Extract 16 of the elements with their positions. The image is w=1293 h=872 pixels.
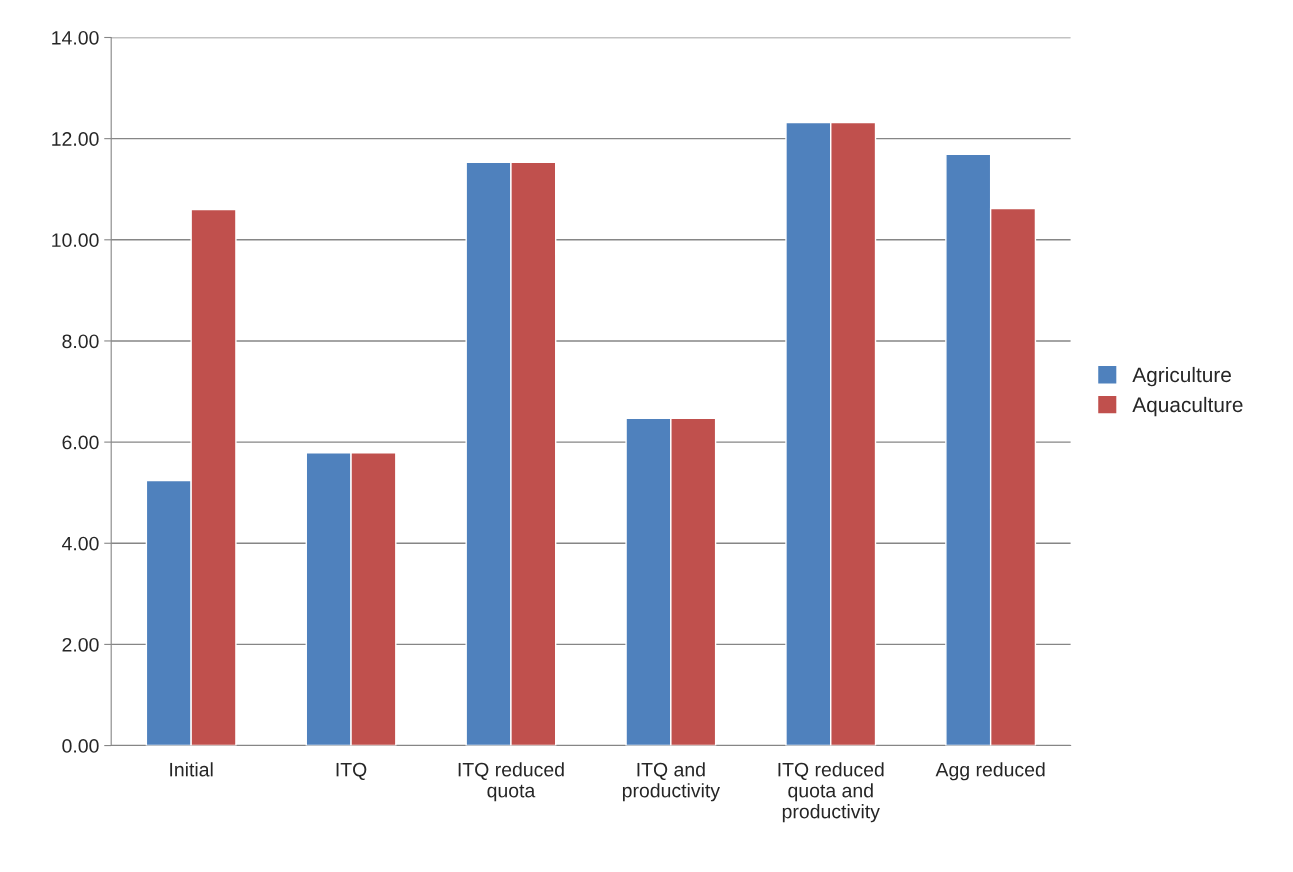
y-tick-label: 12.00 xyxy=(52,132,99,146)
x-tick-label: Agg reduced xyxy=(935,762,1045,781)
y-tick-label: 8.00 xyxy=(62,334,99,349)
x-tick-label: ITQ and productivity xyxy=(622,762,720,802)
y-tick-label: 14.00 xyxy=(52,30,99,45)
x-tick-label: Initial xyxy=(170,762,213,777)
x-tick-label: ITQ xyxy=(336,762,367,780)
y-tick-label: 10.00 xyxy=(52,233,99,248)
legend-label: Aquaculture xyxy=(1132,396,1243,417)
x-tick-label: ITQ reduced quota xyxy=(458,762,564,802)
y-tick-label: 2.00 xyxy=(62,637,99,652)
x-tick-label: ITQ reduced quota and productivity xyxy=(778,762,884,823)
y-tick-label: 0.00 xyxy=(62,739,99,753)
legend-label: Agriculture xyxy=(1132,366,1231,387)
y-tick-label: 4.00 xyxy=(62,536,99,551)
y-tick-label: 6.00 xyxy=(62,435,99,450)
